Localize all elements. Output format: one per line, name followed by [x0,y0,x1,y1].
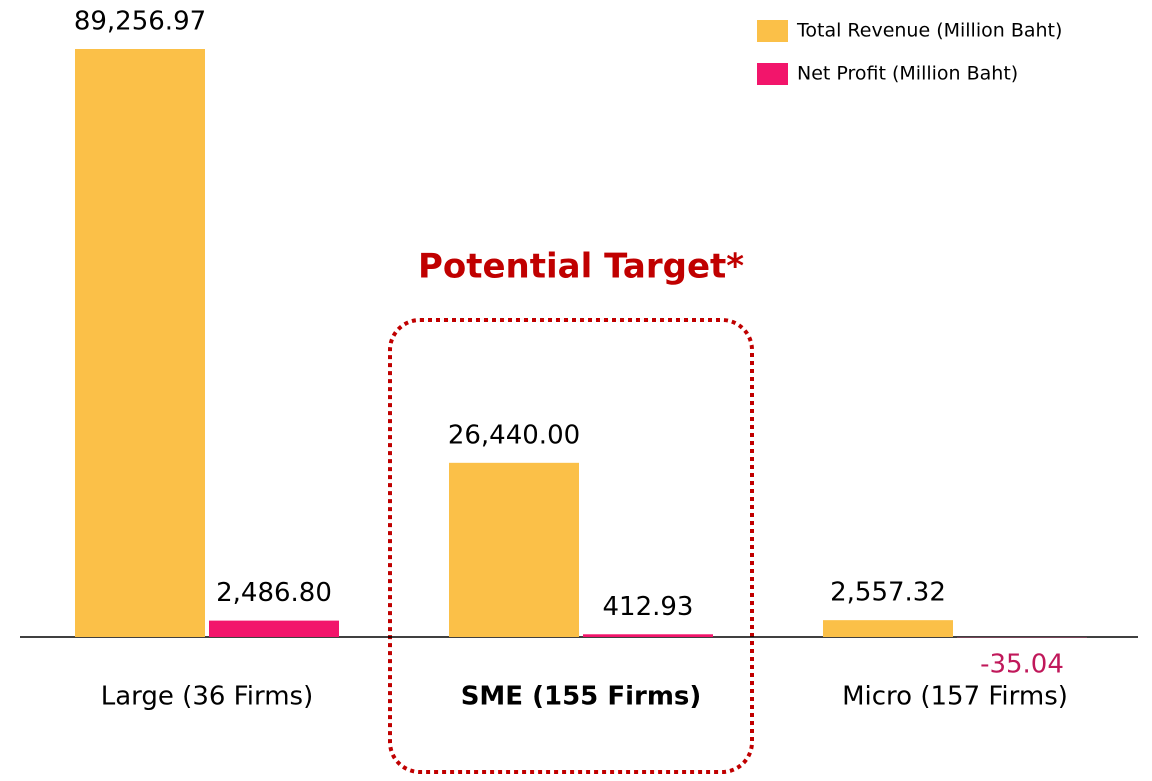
value-label: 2,557.32 [830,578,946,608]
x-tick-label: SME (155 Firms) [461,682,702,712]
x-tick-label: Micro (157 Firms) [842,682,1068,712]
value-label: 89,256.97 [74,7,206,37]
bar [449,462,579,637]
legend-label: Total Revenue (Million Baht) [796,20,1062,42]
bar [209,620,339,637]
bar [583,634,713,637]
annotation: Potential Target* [418,247,744,287]
legend-swatch [757,20,788,42]
bar [823,620,953,637]
value-label: 412.93 [603,592,694,622]
x-tick-label: Large (36 Firms) [101,682,313,712]
value-label: 2,486.80 [216,578,332,608]
value-label: -35.04 [980,650,1064,680]
bar [75,49,205,637]
legend-label: Net Profit (Million Baht) [797,63,1018,85]
legend-swatch [757,63,788,85]
highlight-box [388,318,754,774]
value-label: 26,440.00 [448,420,580,450]
